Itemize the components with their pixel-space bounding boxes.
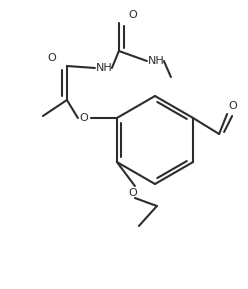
- Text: O: O: [229, 101, 238, 111]
- Text: NH: NH: [148, 56, 164, 66]
- Text: O: O: [48, 53, 56, 63]
- Text: O: O: [128, 188, 137, 198]
- Text: O: O: [80, 113, 88, 123]
- Text: O: O: [128, 10, 137, 20]
- Text: NH: NH: [95, 63, 112, 73]
